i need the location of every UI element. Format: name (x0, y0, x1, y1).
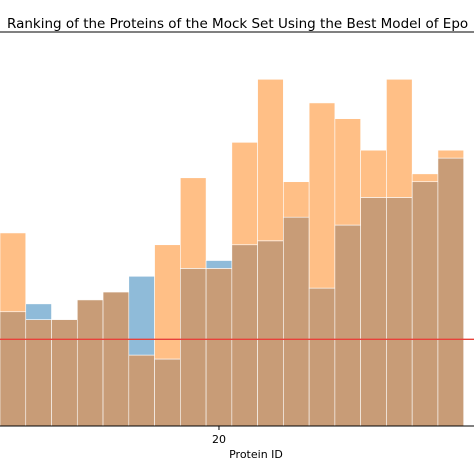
bar-overlap-16 (102, 291, 130, 427)
bar-overlap-14 (51, 319, 78, 427)
bar-overlap-28 (411, 181, 439, 427)
bar-series-b-25 (334, 118, 361, 226)
bar-overlap-29 (437, 157, 464, 427)
x-ticks-layer: 20 (212, 426, 226, 446)
bar-series-a-13 (25, 303, 52, 320)
bar-overlap-25 (334, 224, 361, 427)
bar-overlap-24 (308, 287, 336, 427)
bar-overlap-21 (231, 244, 258, 427)
bar-series-b-12 (0, 232, 27, 313)
axes-layer (0, 31, 474, 427)
x-tick-label-20: 20 (212, 433, 226, 446)
bar-series-b-18 (154, 244, 181, 360)
bar-overlap-17 (128, 354, 155, 427)
bar-series-b-19 (180, 177, 207, 269)
chart-title: Ranking of the Proteins of the Mock Set … (7, 16, 468, 32)
bar-overlap-20 (205, 268, 233, 427)
bar-series-a-20 (205, 260, 233, 269)
bar-overlap-27 (386, 197, 413, 427)
bar-series-b-22 (257, 78, 284, 242)
bar-series-b-23 (283, 181, 310, 218)
bar-overlap-15 (76, 299, 104, 427)
bar-series-b-24 (308, 102, 336, 289)
bar-series-b-29 (437, 149, 464, 159)
bar-overlap-13 (25, 319, 52, 427)
x-axis-label: Protein ID (229, 448, 283, 461)
bar-series-b-21 (231, 142, 258, 246)
bar-overlap-22 (257, 240, 284, 427)
bar-overlap-19 (180, 268, 207, 427)
bar-series-b-27 (386, 78, 413, 198)
bar-overlap-18 (154, 358, 181, 427)
bar-series-b-26 (360, 149, 387, 198)
bar-series-a-17 (128, 275, 155, 356)
bar-overlap-26 (360, 197, 387, 427)
bars-layer (0, 78, 464, 427)
bar-series-b-28 (411, 173, 439, 183)
bar-overlap-23 (283, 216, 310, 427)
bar-overlap-12 (0, 311, 27, 427)
